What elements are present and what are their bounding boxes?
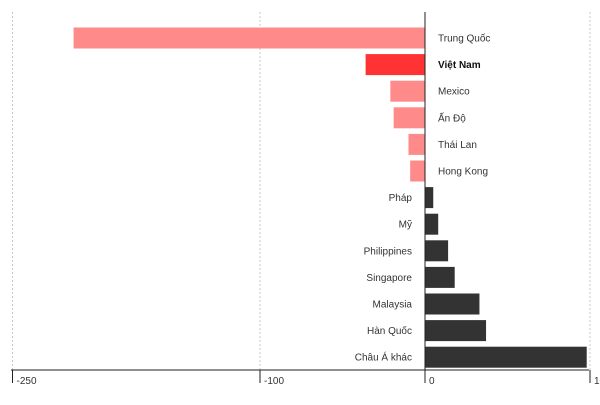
bars [73, 27, 587, 368]
x-tick-label: -100 [264, 376, 284, 387]
category-label: Hong Kong [438, 167, 488, 178]
bar [425, 293, 480, 315]
grid-lines [12, 12, 591, 370]
bar [425, 187, 434, 209]
category-label: Việt Nam [438, 60, 481, 71]
category-label: Mỹ [399, 220, 412, 231]
category-label: Singapore [366, 273, 412, 284]
category-label: Ấn Độ [438, 111, 466, 124]
category-labels: Trung Quốc Việt Nam Mexico Ấn Độ Thái Lan Hon… [355, 33, 491, 364]
category-label: Mexico [438, 87, 470, 98]
x-tick-label: 100 [594, 376, 600, 387]
category-label: Châu Á khác [355, 351, 412, 364]
bar [73, 27, 426, 49]
category-label: Malaysia [373, 300, 413, 311]
bar [425, 213, 439, 235]
x-axis: -250 -100 0 100 [11, 12, 600, 387]
bar [410, 160, 425, 182]
bar [425, 320, 487, 342]
bar [425, 346, 587, 368]
category-label: Hàn Quốc [367, 325, 412, 337]
bar [390, 80, 425, 102]
category-label: Philippines [364, 246, 412, 257]
category-label: Trung Quốc [438, 33, 490, 45]
category-label: Thái Lan [438, 140, 477, 151]
x-tick-label: 0 [429, 376, 435, 387]
bar [425, 266, 455, 288]
x-tick-label: -250 [17, 376, 37, 387]
bar [425, 240, 449, 262]
bar [408, 133, 425, 155]
bar [365, 54, 425, 76]
bar [393, 107, 425, 129]
category-label: Pháp [389, 193, 413, 204]
